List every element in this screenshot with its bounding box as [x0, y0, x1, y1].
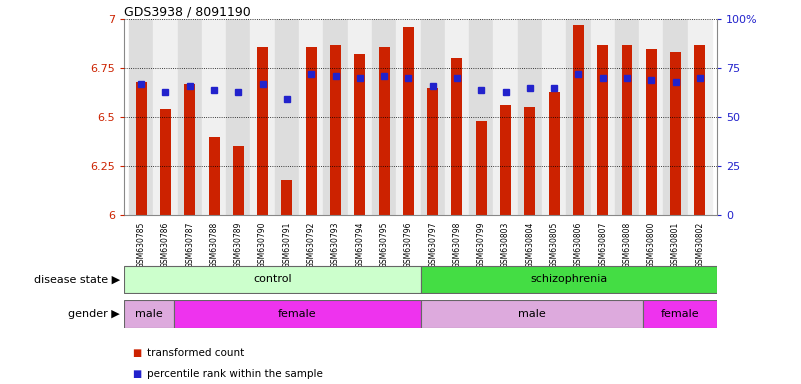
Bar [549, 92, 560, 215]
Bar [694, 45, 706, 215]
Bar [573, 25, 584, 215]
Bar [129, 19, 153, 215]
Bar [354, 55, 365, 215]
Text: control: control [253, 274, 292, 285]
Bar [299, 19, 324, 215]
Text: percentile rank within the sample: percentile rank within the sample [147, 369, 323, 379]
Text: disease state ▶: disease state ▶ [34, 274, 120, 285]
Bar [663, 19, 688, 215]
Bar [452, 58, 462, 215]
Text: GDS3938 / 8091190: GDS3938 / 8091190 [124, 5, 251, 18]
Text: male: male [517, 309, 545, 319]
Bar [330, 45, 341, 215]
Text: transformed count: transformed count [147, 348, 244, 358]
Bar [421, 19, 445, 215]
Text: female: female [278, 309, 316, 319]
Bar [124, 266, 421, 293]
Bar [622, 45, 633, 215]
Text: male: male [135, 309, 163, 319]
Bar [670, 53, 681, 215]
Bar [257, 46, 268, 215]
Bar [306, 46, 316, 215]
Bar [135, 82, 147, 215]
Bar [646, 49, 657, 215]
Bar [281, 180, 292, 215]
Bar [476, 121, 487, 215]
Bar [403, 27, 414, 215]
Bar [421, 266, 717, 293]
Bar [208, 137, 219, 215]
Bar [184, 84, 195, 215]
Bar [160, 109, 171, 215]
Bar [493, 19, 517, 215]
Bar [566, 19, 590, 215]
Text: schizophrenia: schizophrenia [530, 274, 607, 285]
Text: gender ▶: gender ▶ [68, 309, 120, 319]
Bar [517, 19, 542, 215]
Bar [202, 19, 226, 215]
Bar [251, 19, 275, 215]
Bar [639, 19, 663, 215]
Bar [542, 19, 566, 215]
Bar [396, 19, 421, 215]
Text: ■: ■ [132, 348, 142, 358]
Bar [174, 300, 421, 328]
Bar [178, 19, 202, 215]
Bar [372, 19, 396, 215]
Bar [379, 46, 389, 215]
Bar [324, 19, 348, 215]
Bar [124, 300, 174, 328]
Bar [615, 19, 639, 215]
Bar [445, 19, 469, 215]
Bar [226, 19, 251, 215]
Bar [421, 300, 642, 328]
Bar [233, 147, 244, 215]
Bar [590, 19, 615, 215]
Bar [469, 19, 493, 215]
Bar [642, 300, 717, 328]
Bar [500, 105, 511, 215]
Bar [275, 19, 299, 215]
Bar [688, 19, 712, 215]
Bar [153, 19, 178, 215]
Bar [348, 19, 372, 215]
Bar [525, 108, 535, 215]
Text: female: female [661, 309, 699, 319]
Text: ■: ■ [132, 369, 142, 379]
Bar [427, 88, 438, 215]
Bar [598, 45, 608, 215]
